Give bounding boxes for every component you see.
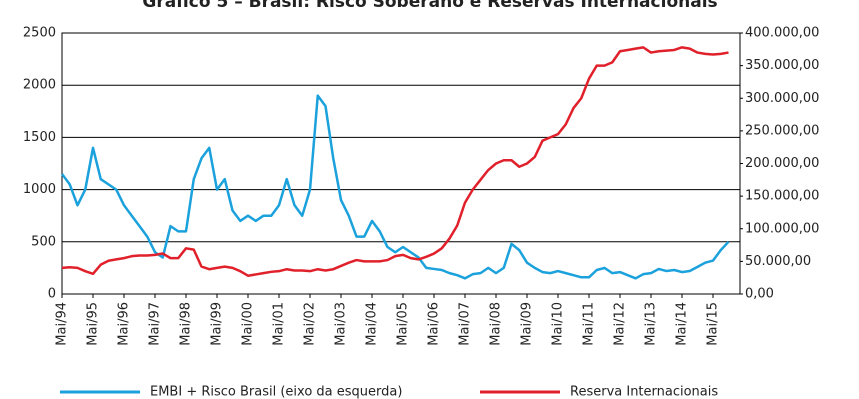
series-line (61, 46, 729, 277)
chart-title: Gráfico 5 – Brasil: Risco Soberano e Res… (142, 0, 717, 12)
x-tick-label: Mai/05 (396, 302, 411, 346)
y2-tick-label: 100.000,00 (745, 221, 819, 236)
y-tick-label: 2000 (23, 78, 56, 93)
x-tick-label: Mai/06 (427, 302, 442, 346)
x-tick-label: Mai/09 (520, 302, 535, 346)
x-tick-label: Mai/10 (551, 302, 566, 346)
x-tick-label: Mai/99 (210, 302, 225, 346)
x-tick-label: Mai/95 (86, 302, 101, 346)
y2-tick-label: 200.000,00 (745, 156, 819, 171)
y2-tick-label: 300.000,00 (745, 91, 819, 106)
x-tick-label: Mai/02 (303, 302, 318, 346)
x-tick-label: Mai/14 (675, 302, 690, 346)
y2-tick-label: 0,00 (745, 287, 774, 302)
legend-label: EMBI + Risco Brasil (eixo da esquerda) (150, 385, 402, 399)
x-tick-label: Mai/15 (706, 302, 721, 346)
y2-tick-label: 400.000,00 (745, 26, 819, 41)
x-tick-label: Mai/12 (613, 302, 628, 346)
x-tick-label: Mai/94 (55, 302, 70, 346)
x-tick-label: Mai/11 (582, 302, 597, 346)
y-tick-label: 1000 (23, 182, 56, 197)
y-tick-label: 0 (48, 287, 56, 302)
x-tick-label: Mai/04 (365, 302, 380, 346)
y-tick-label: 500 (31, 234, 56, 249)
x-tick-label: Mai/08 (489, 302, 504, 346)
series-line (60, 94, 730, 280)
x-tick-label: Mai/98 (179, 302, 194, 346)
y2-tick-label: 150.000,00 (745, 189, 819, 204)
y-tick-label: 2500 (23, 26, 56, 41)
x-tick-label: Mai/96 (117, 302, 132, 346)
x-tick-label: Mai/07 (458, 302, 473, 346)
x-tick-label: Mai/03 (334, 302, 349, 346)
y-tick-label: 1500 (23, 130, 56, 145)
x-tick-label: Mai/00 (241, 302, 256, 346)
x-tick-label: Mai/97 (148, 302, 163, 346)
y2-tick-label: 50.000,00 (745, 254, 811, 269)
y2-tick-label: 350.000,00 (745, 58, 819, 73)
legend-label: Reserva Internacionais (570, 385, 718, 399)
y2-tick-label: 250.000,00 (745, 123, 819, 138)
x-tick-label: Mai/01 (272, 302, 287, 346)
x-tick-label: Mai/13 (644, 302, 659, 346)
